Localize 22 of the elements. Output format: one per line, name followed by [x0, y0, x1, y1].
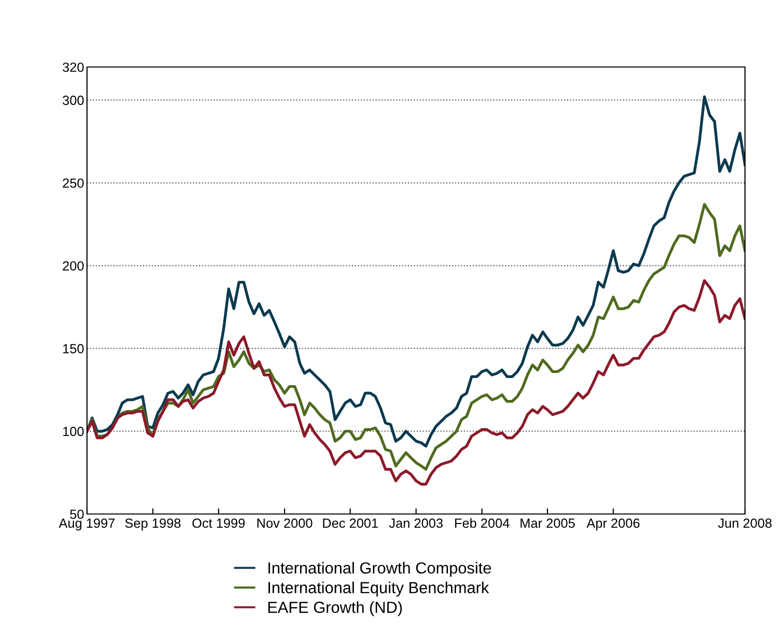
y-tick-label: 50 [70, 510, 84, 519]
x-tick-label: Nov 2000 [257, 518, 312, 528]
y-tick-label: 100 [63, 426, 84, 436]
x-tick-label: Aug 1997 [58, 518, 115, 530]
legend-label: EAFE Growth (ND) [268, 601, 402, 616]
legend-label: International Equity Benchmark [268, 582, 490, 596]
y-tick-label: 320 [62, 62, 84, 72]
x-tick-label: Feb 2004 [455, 518, 510, 528]
x-tick-label: Jan 2003 [389, 518, 443, 528]
y-tick-label: 300 [62, 96, 84, 106]
x-tick-label: Oct 1999 [192, 518, 245, 528]
x-tick-label: Mar 2005 [520, 518, 575, 528]
legend-label: International Growth Composite [268, 562, 491, 577]
line-series [87, 279, 745, 486]
line-series [87, 95, 745, 448]
y-tick-label: 250 [62, 178, 84, 188]
y-tick-label: 150 [63, 344, 84, 354]
y-tick-label: 200 [62, 261, 84, 271]
x-tick-label: Jun 2008 [718, 518, 772, 528]
x-tick-label: Sep 1998 [125, 518, 181, 530]
x-tick-label: Apr 2006 [586, 518, 640, 530]
x-tick-label: Dec 2001 [323, 518, 378, 528]
